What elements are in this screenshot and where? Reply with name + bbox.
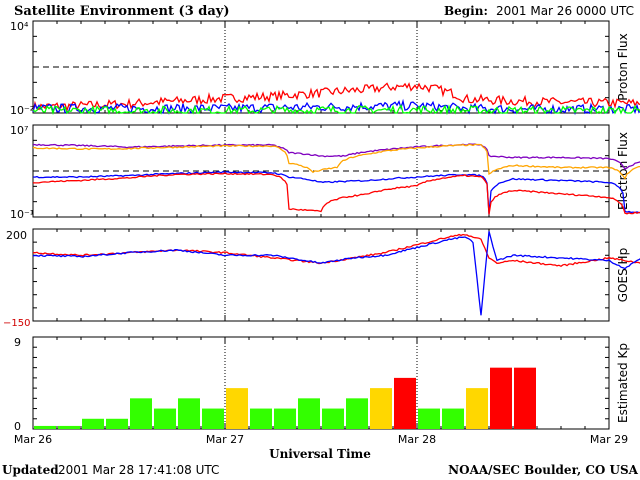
credit-text: NOAA/SEC Boulder, CO USA — [448, 463, 639, 477]
kp-bar-14 — [370, 388, 392, 429]
xaxis-title: Universal Time — [269, 447, 371, 461]
kp-bar-8 — [226, 388, 248, 429]
xtick-mar27: Mar 27 — [206, 433, 244, 446]
kp-bar-15 — [394, 377, 416, 429]
ytick-electron-bottom: 10⁻¹ — [10, 208, 34, 221]
series-line-0-2 — [32, 103, 640, 116]
begin-label: Begin: — [444, 4, 488, 18]
kp-bar-6 — [178, 398, 200, 429]
begin-value: 2001 Mar 26 0000 UTC — [496, 4, 634, 18]
kp-bar-10 — [274, 408, 296, 429]
ytick-hp-top: 200 — [6, 229, 27, 242]
updated-value: 2001 Mar 28 17:41:08 UTC — [58, 463, 219, 477]
series-line-1-3 — [32, 172, 640, 215]
kp-bar-7 — [202, 408, 224, 429]
kp-bar-18 — [466, 388, 488, 429]
ytick-electron-top: 10⁷ — [10, 124, 28, 137]
ytick-kp-top: 9 — [14, 336, 21, 349]
series-line-1-2 — [32, 170, 640, 214]
panel-proton-flux — [32, 20, 610, 114]
chart-marks — [32, 20, 640, 430]
kp-bar-2 — [82, 418, 104, 429]
kp-bar-0 — [34, 425, 56, 429]
series-line-1-1 — [33, 143, 640, 180]
kp-bar-5 — [154, 408, 176, 429]
kp-bar-20 — [514, 367, 536, 429]
kp-bar-3 — [106, 418, 128, 429]
kp-bar-9 — [250, 408, 272, 429]
kp-bar-17 — [442, 408, 464, 429]
ylabel-goes-hp: GOES Hp — [616, 248, 630, 302]
kp-bar-19 — [490, 367, 512, 429]
kp-bar-13 — [346, 398, 368, 429]
chart-title: Satellite Environment (3 day) — [14, 4, 229, 19]
ytick-hp-bottom: −150 — [3, 318, 30, 329]
series-line-1-0 — [32, 143, 640, 170]
updated-label: Updated — [2, 463, 59, 477]
ytick-kp-bottom: 0 — [14, 420, 21, 433]
ylabel-proton-flux: Proton Flux — [616, 33, 630, 100]
kp-bar-4 — [130, 398, 152, 429]
ylabel-estimated-kp: Estimated Kp — [616, 343, 630, 423]
ytick-proton-bottom: 10⁻² — [10, 104, 34, 117]
series-line-0-1 — [32, 98, 640, 116]
panel-electron-flux — [32, 124, 610, 218]
xtick-mar26: Mar 26 — [14, 433, 52, 446]
ytick-proton-top: 10⁴ — [10, 20, 29, 33]
panel-goes-hp — [32, 228, 610, 322]
series-line-2-0 — [33, 233, 640, 268]
ylabel-electron-flux: Electron Flux — [616, 132, 630, 210]
kp-bar-16 — [418, 408, 440, 429]
xtick-mar28: Mar 28 — [398, 433, 436, 446]
kp-bar-11 — [298, 398, 320, 429]
series-line-0-0 — [32, 82, 640, 113]
kp-bar-12 — [322, 408, 344, 429]
xtick-mar29: Mar 29 — [590, 433, 628, 446]
series-line-2-1 — [32, 231, 640, 316]
kp-bar-1 — [58, 425, 80, 429]
